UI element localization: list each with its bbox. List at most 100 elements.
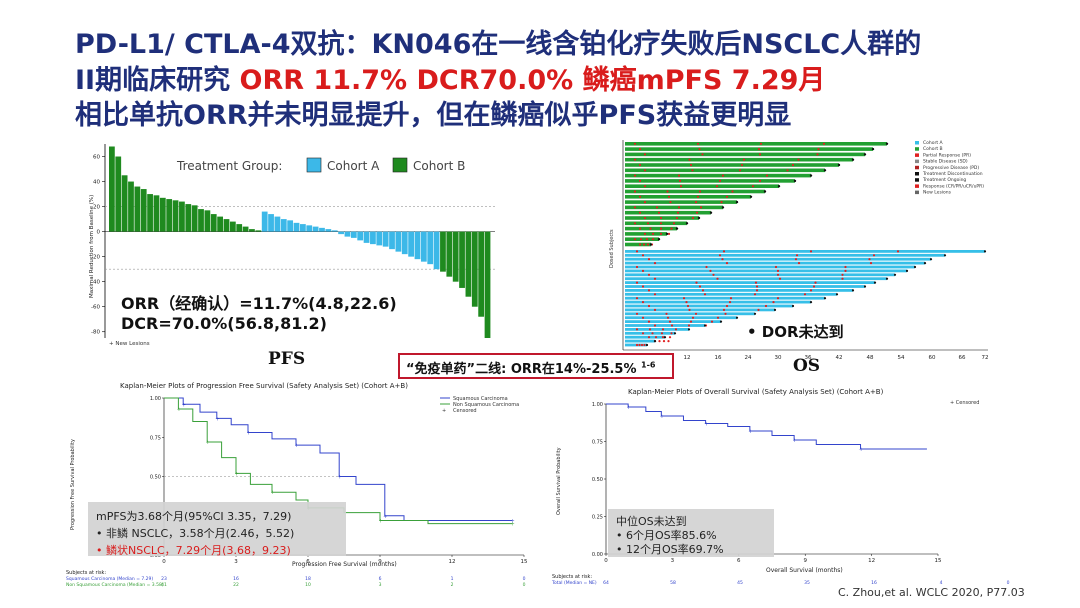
svg-text:+: + [338,475,342,481]
swimmer-bar-cohort-a [625,253,945,257]
waterfall-bar [382,231,389,247]
waterfall-bar [287,220,294,232]
waterfall-bar [166,199,173,232]
km-y-tick: 0.75 [150,435,161,441]
swimmer-bar-cohort-a [625,281,875,284]
swimmer-bar-cohort-b [625,163,839,167]
waterfall-bar [249,229,255,232]
km-pfs-chart: Kaplan-Meier Plots of Progression Free S… [66,382,528,588]
waterfall-bar [401,231,408,255]
km-y-tick: 0.00 [592,552,603,558]
km-x-tick: 12 [449,559,456,565]
km-pfs-summary-box: mPFS为3.68个月(95%CI 3.35，7.29) • 非鳞 NSCLC，… [88,502,346,557]
waterfall-bar [217,216,223,232]
waterfall-bar [446,231,453,277]
km-os-risk-header: Subjects at risk: [552,574,592,580]
waterfall-bar [465,231,472,297]
svg-text:+: + [511,518,515,524]
swimmer-bar-cohort-b [625,184,779,188]
km-pfs-panel: Kaplan-Meier Plots of Progression Free S… [62,380,537,592]
swimmer-y-label: Dosed Subjects [609,229,615,268]
km-pfs-risk-value: 10 [305,582,311,588]
legend-title: Treatment Group: [176,159,282,173]
waterfall-bar [433,231,440,270]
km-y-tick: 0.50 [592,477,603,483]
swimmer-x-tick: 16 [715,355,722,361]
waterfall-bar [109,146,115,232]
swimmer-bar-cohort-a [625,312,755,316]
km-pfs-risk-value: 6 [379,576,382,582]
immunotherapy-callout: “免疫单药”二线: ORR在14%-25.5% 1-6 [398,353,674,379]
km-pfs-risk-value: 1 [451,576,454,582]
swimmer-bar-cohort-b [625,221,687,226]
waterfall-bar [363,231,370,243]
waterfall-bar [280,219,287,232]
swimmer-bar-cohort-a [625,304,793,308]
swimmer-chart: Dosed Subjects 12 16 24 30 36 42 48 54 60 66 72 Co… [609,140,989,361]
svg-text:+: + [247,431,251,437]
waterfall-bar [478,231,485,317]
km-pfs-risk-value: 2 [451,582,454,588]
swimmer-bar-cohort-a [625,277,887,281]
waterfall-bar [376,231,383,246]
km-x-tick: 9 [378,559,382,565]
waterfall-bar [115,156,122,232]
km-pfs-risk-values: 23 16 18 6 1 041 22 10 3 2 0 [161,576,525,588]
waterfall-bar [408,231,414,257]
new-lesions-note: + New Lesions [109,341,150,347]
title-line-1: PD-L1/ CTLA-4双抗：KN046在一线含铂化疗失败后NSCLC人群的 [75,29,922,60]
km-os-summary-2: • 6个月OS率85.6% [616,529,717,542]
km-pfs-risk-value: 41 [161,582,167,588]
km-y-tick: 1.00 [150,396,161,402]
km-os-legend: + Censored [950,400,979,406]
waterfall-bar [198,209,204,232]
swimmer-bar-cohort-a [625,265,915,269]
waterfall-bar [128,181,134,232]
waterfall-bar [484,231,491,338]
km-os-risk-value: 45 [737,580,743,586]
waterfall-y-tick: -20 [91,255,100,261]
swimmer-bar-cohort-b [625,179,795,183]
km-pfs-risk-value: 3 [379,582,382,588]
km-pfs-title: Kaplan-Meier Plots of Progression Free S… [120,382,408,390]
title-line-3: 相比单抗ORR并未明显提升，但在鳞癌似乎PFS获益更明显 [75,100,792,131]
swimmer-bar-cohort-a [625,257,931,261]
svg-text:+: + [182,402,186,408]
svg-text:+: + [271,490,275,496]
waterfall-bar [344,231,351,237]
swimmer-bar-cohort-a [625,324,705,327]
km-os-risk-value: 64 [603,580,609,586]
waterfall-y-tick: -80 [91,330,100,336]
km-os-x-label: Overall Survival (months) [766,567,843,574]
km-os-risk-value: 35 [804,580,810,586]
waterfall-bars [109,146,491,338]
svg-text:+: + [177,407,181,413]
waterfall-chart: Maximal Reduction from Baseline (%) 60 40… [89,144,495,347]
waterfall-panel: Maximal Reduction from Baseline (%) 60 40… [85,138,505,350]
km-pfs-curves: ++++++++++++++ [164,397,515,528]
km-x-tick: 15 [521,559,528,565]
waterfall-bar [338,231,344,235]
callout-text: “免疫单药”二线: ORR在14%-25.5% [406,362,637,377]
legend-swatch-cohort-a [306,157,322,173]
waterfall-y-tick: 0 [97,230,101,236]
waterfall-bar [459,231,465,288]
km-x-tick: 3 [234,559,238,565]
svg-text:+: + [215,416,219,422]
km-os-risk-values: 64 58 45 35 16 4 0 [603,580,1009,586]
swimmer-legend-item: Cohort B [923,146,943,152]
waterfall-bar [134,186,141,232]
waterfall-bar [452,231,459,282]
waterfall-bar [236,224,243,232]
svg-text:+: + [206,440,210,446]
svg-text:+: + [627,405,631,411]
title-line-2-highlight: ORR 11.7% DCR70.0% 鳞癌mPFS 7.29月 [239,65,826,96]
swimmer-legend-item: Stable Disease (SD) [923,159,968,165]
waterfall-bar [389,231,395,250]
waterfall-bar [471,231,478,307]
swimmer-bar-cohort-a [625,331,675,335]
swimmer-legend-item: New Lesions [923,190,952,196]
km-os-curve: + + + + + + [606,403,927,453]
swimmer-x-tick: 30 [775,355,782,361]
swimmer-x-tick: 60 [929,355,936,361]
